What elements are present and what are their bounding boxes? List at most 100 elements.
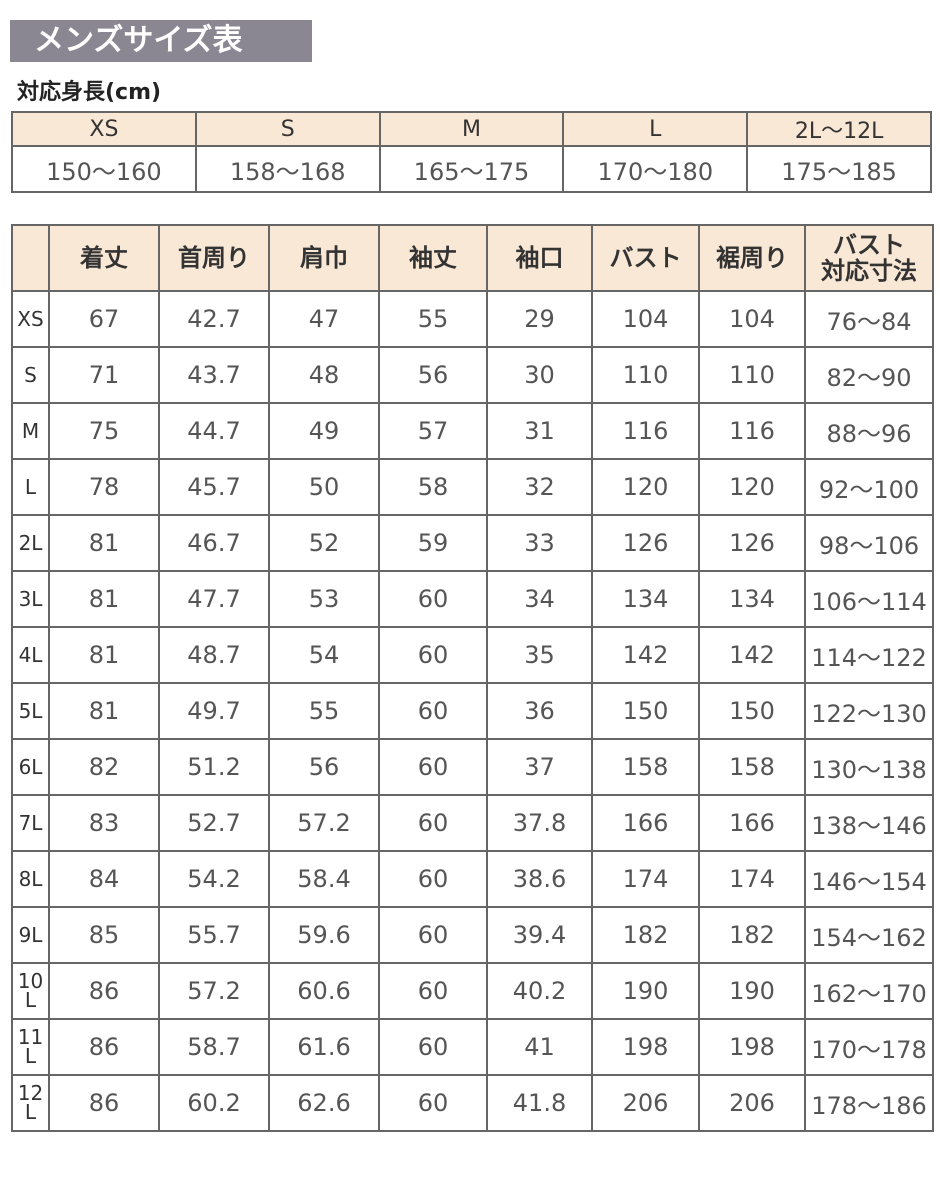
- table-cell: 75: [48, 402, 160, 460]
- column-header: バスト: [591, 224, 700, 292]
- table-cell: 86: [48, 1018, 160, 1076]
- table-cell: 62.6: [268, 1074, 380, 1132]
- table-cell: 158: [591, 738, 700, 796]
- height-range-cell: 165〜175: [378, 145, 565, 193]
- table-cell: 104: [698, 290, 806, 348]
- table-row: XS 67 42.7 47 55 29 104 104 76〜84: [11, 290, 934, 348]
- table-cell: 42.7: [158, 290, 270, 348]
- table-cell: 34: [486, 570, 593, 628]
- table-cell: 49.7: [158, 682, 270, 740]
- table-cell: 60: [378, 794, 488, 852]
- table-cell: 84: [48, 850, 160, 908]
- table-cell: 51.2: [158, 738, 270, 796]
- table-cell: 38.6: [486, 850, 593, 908]
- table-cell: 52: [268, 514, 380, 572]
- table-row: 3L 81 47.7 53 60 34 134 134 106〜114: [11, 570, 934, 628]
- table-row: S 71 43.7 48 56 30 110 110 82〜90: [11, 346, 934, 404]
- table-row: 6L 82 51.2 56 60 37 158 158 130〜138: [11, 738, 934, 796]
- column-header: 裾周り: [698, 224, 806, 292]
- size-label: 4L: [11, 626, 50, 684]
- table-cell: 110: [698, 346, 806, 404]
- table-row: M 75 44.7 49 57 31 116 116 88〜96: [11, 402, 934, 460]
- table-cell: 48: [268, 346, 380, 404]
- table-cell: 190: [698, 962, 806, 1020]
- table-cell: 92〜100: [804, 458, 934, 516]
- table-cell: 81: [48, 682, 160, 740]
- table-cell: 35: [486, 626, 593, 684]
- table-cell: 44.7: [158, 402, 270, 460]
- table-cell: 60: [378, 1074, 488, 1132]
- table-cell: 43.7: [158, 346, 270, 404]
- table-cell: 104: [591, 290, 700, 348]
- table-cell: 58.4: [268, 850, 380, 908]
- table-row: 5L 81 49.7 55 60 36 150 150 122〜130: [11, 682, 934, 740]
- table-cell: 106〜114: [804, 570, 934, 628]
- table-row: 9L 85 55.7 59.6 60 39.4 182 182 154〜162: [11, 906, 934, 964]
- height-size-header: M: [378, 111, 565, 147]
- table-cell: 60: [378, 906, 488, 964]
- column-header: 首周り: [158, 224, 270, 292]
- table-cell: 162〜170: [804, 962, 934, 1020]
- height-label: 対応身長(cm): [17, 80, 162, 105]
- table-cell: 126: [591, 514, 700, 572]
- size-label: L: [11, 458, 50, 516]
- table-cell: 154〜162: [804, 906, 934, 964]
- table-cell: 60: [378, 962, 488, 1020]
- size-label: 7L: [11, 794, 50, 852]
- table-cell: 60.2: [158, 1074, 270, 1132]
- size-label: S: [11, 346, 50, 404]
- table-cell: 60: [378, 570, 488, 628]
- size-label: XS: [11, 290, 50, 348]
- size-label: 8L: [11, 850, 50, 908]
- height-size-header: 2L〜12L: [746, 111, 932, 147]
- table-cell: 166: [591, 794, 700, 852]
- table-row: L 78 45.7 50 58 32 120 120 92〜100: [11, 458, 934, 516]
- table-cell: 158: [698, 738, 806, 796]
- table-cell: 30: [486, 346, 593, 404]
- table-cell: 33: [486, 514, 593, 572]
- table-cell: 81: [48, 570, 160, 628]
- size-table: 着丈 首周り 肩巾 袖丈 袖口 バスト 裾周り バスト 対応寸法 XS 67 42.7 47 55 29…: [11, 224, 934, 1132]
- table-cell: 55.7: [158, 906, 270, 964]
- size-label: M: [11, 402, 50, 460]
- height-table-range-row: 150〜160 158〜168 165〜175 170〜180 175〜185: [11, 145, 932, 193]
- table-cell: 146〜154: [804, 850, 934, 908]
- table-cell: 50: [268, 458, 380, 516]
- table-cell: 134: [698, 570, 806, 628]
- table-cell: 31: [486, 402, 593, 460]
- table-cell: 37: [486, 738, 593, 796]
- table-cell: 166: [698, 794, 806, 852]
- size-label: 10L: [11, 962, 50, 1020]
- table-cell: 150: [698, 682, 806, 740]
- table-cell: 55: [378, 290, 488, 348]
- table-cell: 122〜130: [804, 682, 934, 740]
- table-cell: 71: [48, 346, 160, 404]
- table-cell: 83: [48, 794, 160, 852]
- table-cell: 134: [591, 570, 700, 628]
- table-cell: 57.2: [268, 794, 380, 852]
- table-cell: 138〜146: [804, 794, 934, 852]
- table-cell: 47: [268, 290, 380, 348]
- table-cell: 110: [591, 346, 700, 404]
- table-cell: 88〜96: [804, 402, 934, 460]
- size-label: 2L: [11, 514, 50, 572]
- table-cell: 142: [698, 626, 806, 684]
- size-label: 12L: [11, 1074, 50, 1132]
- column-header: 袖口: [486, 224, 593, 292]
- table-row: 12L 86 60.2 62.6 60 41.8 206 206 178〜186: [11, 1074, 934, 1132]
- table-cell: 58.7: [158, 1018, 270, 1076]
- table-cell: 49: [268, 402, 380, 460]
- size-table-header-row: 着丈 首周り 肩巾 袖丈 袖口 バスト 裾周り バスト 対応寸法: [11, 224, 934, 292]
- table-cell: 32: [486, 458, 593, 516]
- column-header: 袖丈: [378, 224, 488, 292]
- table-cell: 54.2: [158, 850, 270, 908]
- table-cell: 116: [698, 402, 806, 460]
- height-table-header-row: XS S M L 2L〜12L: [11, 111, 932, 147]
- table-cell: 57: [378, 402, 488, 460]
- table-cell: 182: [591, 906, 700, 964]
- table-cell: 47.7: [158, 570, 270, 628]
- table-cell: 61.6: [268, 1018, 380, 1076]
- height-range-cell: 150〜160: [11, 145, 197, 193]
- table-cell: 85: [48, 906, 160, 964]
- height-table: XS S M L 2L〜12L 150〜160 158〜168 165〜175 170〜180…: [11, 111, 932, 193]
